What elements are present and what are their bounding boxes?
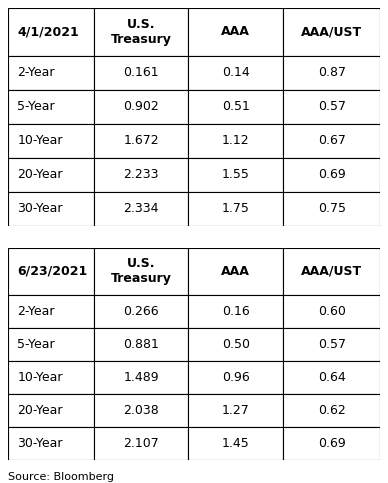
Bar — [189, 327, 283, 361]
Bar — [8, 248, 94, 295]
Text: 1.55: 1.55 — [222, 169, 250, 182]
Bar — [94, 427, 189, 460]
Text: 0.69: 0.69 — [318, 437, 346, 450]
Bar — [189, 192, 283, 226]
Text: 0.16: 0.16 — [222, 305, 250, 318]
Bar — [189, 158, 283, 192]
Bar — [189, 8, 283, 56]
Text: 1.489: 1.489 — [123, 371, 159, 384]
Bar — [94, 56, 189, 90]
Text: 4/1/2021: 4/1/2021 — [17, 26, 79, 39]
Text: 0.69: 0.69 — [318, 169, 346, 182]
Text: 0.96: 0.96 — [222, 371, 250, 384]
Bar — [189, 394, 283, 427]
Text: AAA/UST: AAA/UST — [301, 265, 362, 278]
Text: 1.12: 1.12 — [222, 134, 249, 147]
Bar — [189, 248, 283, 295]
Bar — [283, 295, 380, 327]
Text: 0.51: 0.51 — [222, 100, 250, 114]
Bar — [8, 158, 94, 192]
Bar — [8, 361, 94, 394]
Text: 10-Year: 10-Year — [17, 134, 63, 147]
Bar — [283, 427, 380, 460]
Bar — [94, 124, 189, 158]
Text: 0.60: 0.60 — [318, 305, 346, 318]
Bar — [283, 158, 380, 192]
Text: 2.038: 2.038 — [123, 404, 159, 417]
Bar — [283, 192, 380, 226]
Text: 0.881: 0.881 — [123, 338, 159, 351]
Text: AAA: AAA — [222, 26, 250, 39]
Bar — [94, 192, 189, 226]
Bar — [94, 295, 189, 327]
Text: 5-Year: 5-Year — [17, 100, 55, 114]
Bar — [94, 158, 189, 192]
Text: 0.50: 0.50 — [222, 338, 250, 351]
Text: 20-Year: 20-Year — [17, 169, 63, 182]
Bar — [8, 192, 94, 226]
Bar — [94, 248, 189, 295]
Bar — [189, 56, 283, 90]
Bar — [94, 361, 189, 394]
Text: 2-Year: 2-Year — [17, 67, 55, 80]
Text: 5-Year: 5-Year — [17, 338, 55, 351]
Text: AAA/UST: AAA/UST — [301, 26, 362, 39]
Bar — [189, 295, 283, 327]
Bar — [8, 327, 94, 361]
Bar — [283, 90, 380, 124]
Bar — [283, 361, 380, 394]
Bar — [189, 90, 283, 124]
Text: 0.64: 0.64 — [318, 371, 346, 384]
Text: 0.266: 0.266 — [123, 305, 159, 318]
Text: 2-Year: 2-Year — [17, 305, 55, 318]
Bar — [8, 394, 94, 427]
Text: 0.57: 0.57 — [318, 338, 346, 351]
Bar — [94, 90, 189, 124]
Text: 1.45: 1.45 — [222, 437, 250, 450]
Text: 1.672: 1.672 — [123, 134, 159, 147]
Text: U.S.
Treasury: U.S. Treasury — [111, 257, 171, 285]
Bar — [189, 427, 283, 460]
Text: AAA: AAA — [222, 265, 250, 278]
Text: 30-Year: 30-Year — [17, 202, 63, 215]
Text: U.S.
Treasury: U.S. Treasury — [111, 18, 171, 46]
Bar — [8, 8, 94, 56]
Text: 0.67: 0.67 — [318, 134, 346, 147]
Text: Source: Bloomberg: Source: Bloomberg — [8, 472, 114, 482]
Text: 2.233: 2.233 — [123, 169, 159, 182]
Bar — [189, 124, 283, 158]
Bar — [94, 394, 189, 427]
Text: 6/23/2021: 6/23/2021 — [17, 265, 88, 278]
Text: 1.27: 1.27 — [222, 404, 250, 417]
Text: 0.87: 0.87 — [318, 67, 346, 80]
Text: 0.14: 0.14 — [222, 67, 250, 80]
Bar — [283, 8, 380, 56]
Text: 0.161: 0.161 — [123, 67, 159, 80]
Bar — [283, 56, 380, 90]
Bar — [283, 327, 380, 361]
Text: 20-Year: 20-Year — [17, 404, 63, 417]
Bar — [283, 124, 380, 158]
Bar — [94, 8, 189, 56]
Text: 0.75: 0.75 — [318, 202, 346, 215]
Text: 0.902: 0.902 — [123, 100, 159, 114]
Bar — [8, 90, 94, 124]
Text: 2.107: 2.107 — [123, 437, 159, 450]
Bar — [189, 361, 283, 394]
Text: 1.75: 1.75 — [222, 202, 250, 215]
Text: 10-Year: 10-Year — [17, 371, 63, 384]
Bar — [8, 124, 94, 158]
Bar — [8, 427, 94, 460]
Bar — [283, 248, 380, 295]
Text: 30-Year: 30-Year — [17, 437, 63, 450]
Text: 0.62: 0.62 — [318, 404, 346, 417]
Bar — [283, 394, 380, 427]
Text: 2.334: 2.334 — [123, 202, 159, 215]
Bar — [8, 56, 94, 90]
Bar — [8, 295, 94, 327]
Bar — [94, 327, 189, 361]
Text: 0.57: 0.57 — [318, 100, 346, 114]
